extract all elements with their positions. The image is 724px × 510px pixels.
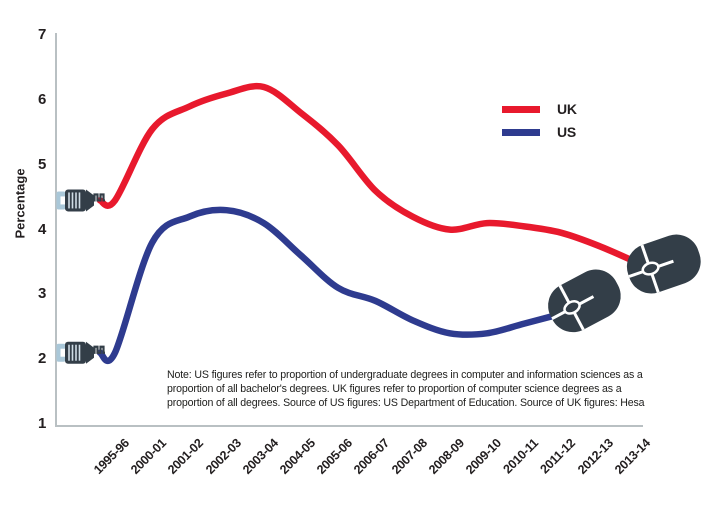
legend-swatch-us xyxy=(502,129,540,136)
chart-note: Note: US figures refer to proportion of … xyxy=(167,369,645,410)
legend-label-uk: UK xyxy=(557,101,577,117)
legend-label-us: US xyxy=(557,124,577,140)
plug-icon-us xyxy=(56,341,105,364)
y-tick-label: 3 xyxy=(37,285,46,303)
plug-icon-uk xyxy=(56,189,105,212)
line-us xyxy=(96,206,565,365)
y-tick-label: 6 xyxy=(37,91,46,108)
y-tick-label: 2 xyxy=(37,350,46,368)
mouse-icon-uk xyxy=(626,234,701,294)
y-tick-label: 4 xyxy=(37,220,46,238)
legend-swatch-uk xyxy=(502,106,540,113)
y-tick-label: 5 xyxy=(37,155,46,173)
y-tick-label: 1 xyxy=(37,415,46,432)
line-uk xyxy=(96,82,640,266)
mouse-icon-us xyxy=(548,269,621,333)
y-tick-label: 7 xyxy=(37,26,46,44)
